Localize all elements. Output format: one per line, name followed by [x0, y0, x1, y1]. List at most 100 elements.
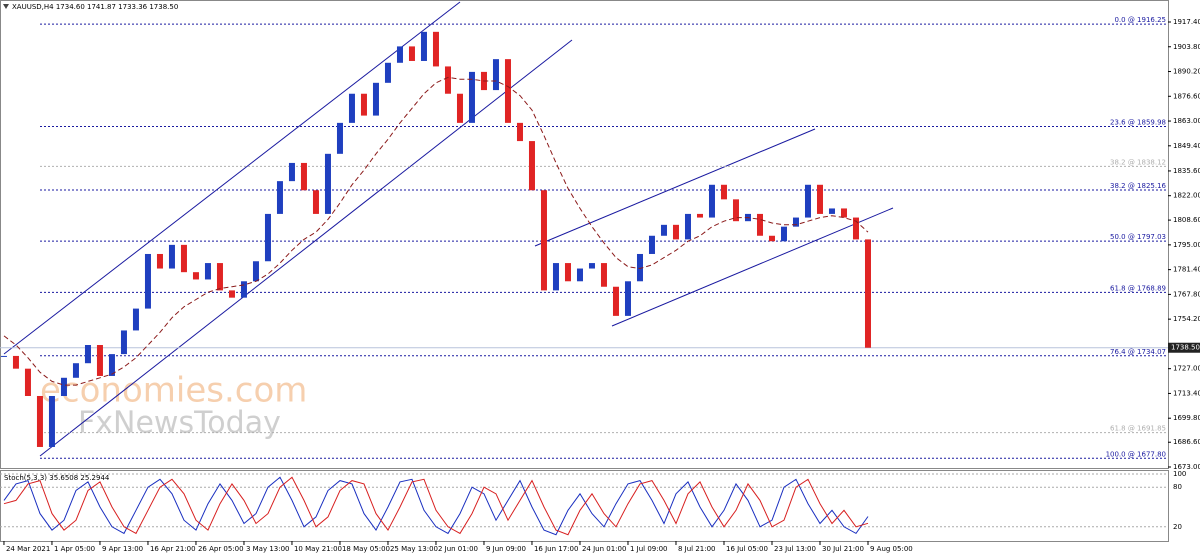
candle [456, 93, 463, 123]
y-tick-label: 1835.60 [1173, 167, 1200, 175]
x-tick-label: 1 Apr 05:00 [54, 545, 95, 553]
candle [792, 217, 799, 227]
candle [240, 281, 247, 298]
fib-label: 100.0 @ 1677.80 [1106, 450, 1166, 458]
candle [672, 224, 679, 240]
candle [180, 244, 187, 273]
y-tick-label: 1754.20 [1173, 315, 1200, 323]
candle [264, 213, 271, 262]
menu-icon[interactable] [3, 4, 9, 9]
y-tick-label: 1849.40 [1173, 142, 1200, 150]
chart-title: XAUUSD,H4 1734.60 1741.87 1733.36 1738.5… [12, 3, 178, 11]
candle [300, 162, 307, 191]
candle [48, 395, 55, 447]
y-tick-label: 1890.20 [1173, 68, 1200, 76]
x-tick-label: 1 Jul 09:00 [630, 545, 668, 553]
y-tick-label: 1699.80 [1173, 414, 1200, 422]
candle [132, 308, 139, 331]
candle [444, 66, 451, 94]
candle [24, 368, 31, 396]
candle [804, 184, 811, 218]
moving-average [3, 76, 869, 386]
candle [564, 263, 571, 282]
candle [612, 286, 619, 316]
candle [108, 354, 115, 376]
fib-label: 38.2 @ 1825.16 [1110, 182, 1167, 190]
y-tick-label: 1808.60 [1173, 216, 1200, 224]
candle [0, 355, 7, 357]
y-tick-label: 1917.40 [1173, 18, 1200, 26]
candle [432, 31, 439, 67]
candle [768, 235, 775, 242]
y-tick-label: 1727.00 [1173, 365, 1200, 373]
candle [528, 141, 535, 191]
y-tick-label: 1781.40 [1173, 266, 1200, 274]
indicator-panel [0, 470, 1169, 542]
x-tick-label: 8 Jul 21:00 [678, 545, 716, 553]
candle [540, 190, 547, 291]
candle [648, 235, 655, 254]
candle [408, 46, 415, 61]
x-tick-label: 2 Jun 01:00 [438, 545, 478, 553]
x-tick-label: 18 May 05:00 [342, 545, 390, 553]
candle [324, 153, 331, 214]
trend-channels [3, 1, 894, 457]
y-tick-label: 1795.00 [1173, 241, 1200, 249]
candle [840, 208, 847, 218]
price-tag [1168, 342, 1200, 353]
price-tag-label: 1738.50 [1171, 344, 1200, 352]
candle [36, 395, 43, 447]
candle [624, 281, 631, 316]
indicator-title: Stoch(5,3,3) 35.6508 25.2944 [4, 474, 110, 482]
candle [288, 162, 295, 182]
fib-label: 38.2 @ 1838.12 [1110, 158, 1166, 166]
candle [192, 272, 199, 280]
x-tick-label: 9 Aug 05:00 [870, 545, 913, 553]
candle [600, 263, 607, 287]
x-tick-label: 25 May 13:00 [390, 545, 438, 553]
watermark: FxNewsToday [78, 406, 281, 441]
candle [204, 263, 211, 280]
indicator-tick-label: 80 [1173, 483, 1182, 491]
x-tick-label: 23 Jul 13:00 [774, 545, 816, 553]
x-tick-label: 16 Jun 17:00 [534, 545, 578, 553]
candle [816, 184, 823, 214]
candle [636, 253, 643, 282]
price-panel [0, 0, 1169, 469]
x-tick-label: 24 Mar 2021 [6, 545, 50, 553]
x-tick-label: 30 Jul 21:00 [822, 545, 864, 553]
candle [396, 46, 403, 63]
y-tick-label: 1673.00 [1173, 463, 1200, 471]
candle [864, 239, 871, 348]
y-tick-label: 1713.40 [1173, 389, 1200, 397]
y-tick-label: 1876.60 [1173, 92, 1200, 100]
x-tick-label: 3 May 13:00 [246, 545, 290, 553]
candle [684, 213, 691, 240]
candle [696, 213, 703, 218]
x-tick-label: 9 Jun 09:00 [486, 545, 526, 553]
candle [384, 62, 391, 83]
candle [504, 59, 511, 123]
candle [312, 190, 319, 214]
candle [348, 93, 355, 123]
y-tick-label: 1863.00 [1173, 117, 1200, 125]
candle [12, 355, 19, 369]
candle [588, 263, 595, 269]
fib-label: 61.8 @ 1691.85 [1110, 425, 1166, 433]
fib-label: 61.8 @ 1768.89 [1110, 284, 1166, 292]
x-tick-label: 16 Apr 21:00 [150, 545, 196, 553]
candle [552, 263, 559, 291]
y-tick-label: 1686.60 [1173, 438, 1200, 446]
candle [228, 290, 235, 298]
candle [756, 213, 763, 236]
candle [852, 217, 859, 240]
y-tick-label: 1767.80 [1173, 290, 1200, 298]
indicator-tick-label: 100 [1173, 470, 1186, 478]
candle [516, 122, 523, 142]
stochastic-line [3, 476, 869, 536]
x-tick-label: 10 May 21:00 [294, 545, 342, 553]
candle [252, 261, 259, 282]
candle [720, 184, 727, 200]
candle [168, 244, 175, 269]
